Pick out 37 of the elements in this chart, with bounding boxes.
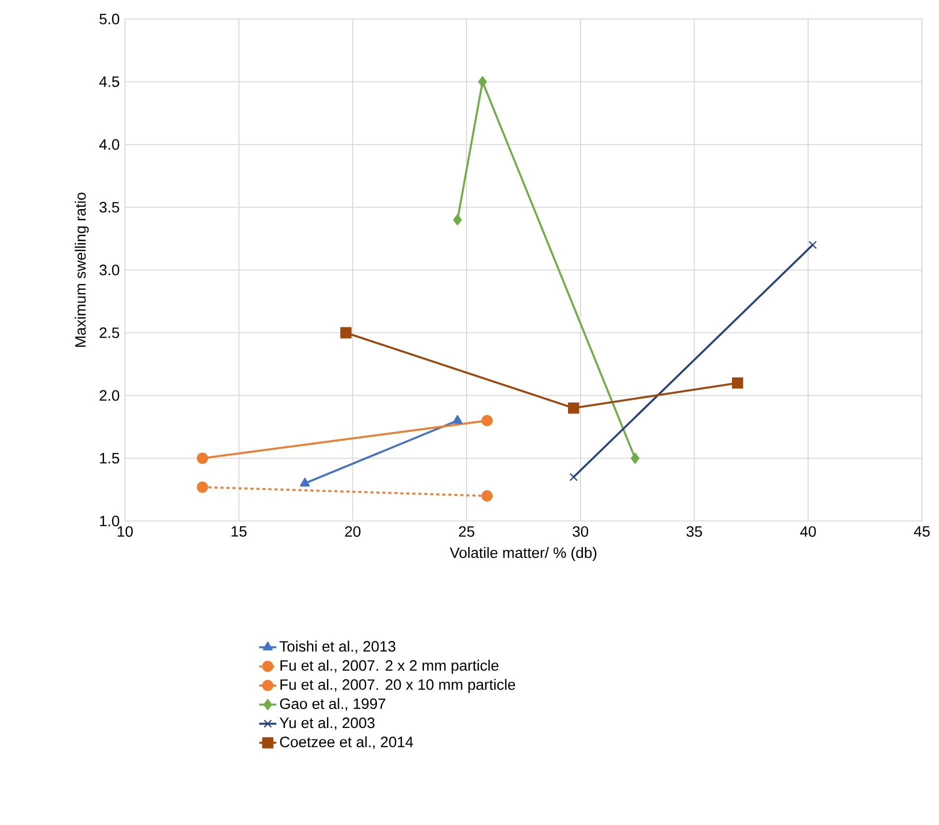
x-tick-label: 15 xyxy=(232,526,247,537)
point xyxy=(630,452,640,464)
point xyxy=(196,452,208,464)
x-tick-label: 30 xyxy=(572,526,588,537)
legend-label: Fu et al., 2007. 20 x 10 mm particle xyxy=(280,678,516,693)
point xyxy=(808,240,817,250)
y-tick-label: 4.0 xyxy=(99,139,120,150)
point xyxy=(569,472,578,482)
point xyxy=(568,402,580,414)
legend-label: Fu et al., 2007. 2 x 2 mm particle xyxy=(280,660,498,674)
y-tick-label: 1.0 xyxy=(100,516,120,526)
y-tick-label: 5.0 xyxy=(100,14,120,24)
point xyxy=(478,76,487,88)
x-tick-label: 35 xyxy=(686,526,702,537)
y-tick-label: 2.0 xyxy=(100,390,120,401)
point xyxy=(732,377,744,389)
y-tick-label: 2.5 xyxy=(100,327,120,338)
legend-label: Gao et al., 1997 xyxy=(280,698,386,711)
x-tick-label: 25 xyxy=(458,526,474,537)
point xyxy=(481,415,493,426)
x-tick-label: 45 xyxy=(914,526,930,537)
point xyxy=(481,490,493,502)
x-tick-label: 10 xyxy=(118,526,133,537)
point xyxy=(340,327,352,338)
y-tick-label: 3.5 xyxy=(100,202,120,213)
x-axis-title: Volatile matter/ % (db) xyxy=(450,547,596,561)
point xyxy=(196,482,208,493)
legend-label: Yu et al., 2003 xyxy=(280,717,375,730)
x-tick-label: 20 xyxy=(345,526,360,537)
y-tick-label: 4.5 xyxy=(99,76,120,87)
legend-label: Toishi et al., 2013 xyxy=(280,640,396,654)
x-tick-label: 40 xyxy=(800,526,816,537)
y-axis-title: Maximum swelling ratio xyxy=(74,192,89,347)
point xyxy=(453,214,462,226)
legend-label: Coetzee et al., 2014 xyxy=(280,736,414,750)
y-tick-label: 3.0 xyxy=(100,264,120,276)
y-tick-label: 1.5 xyxy=(100,453,120,464)
